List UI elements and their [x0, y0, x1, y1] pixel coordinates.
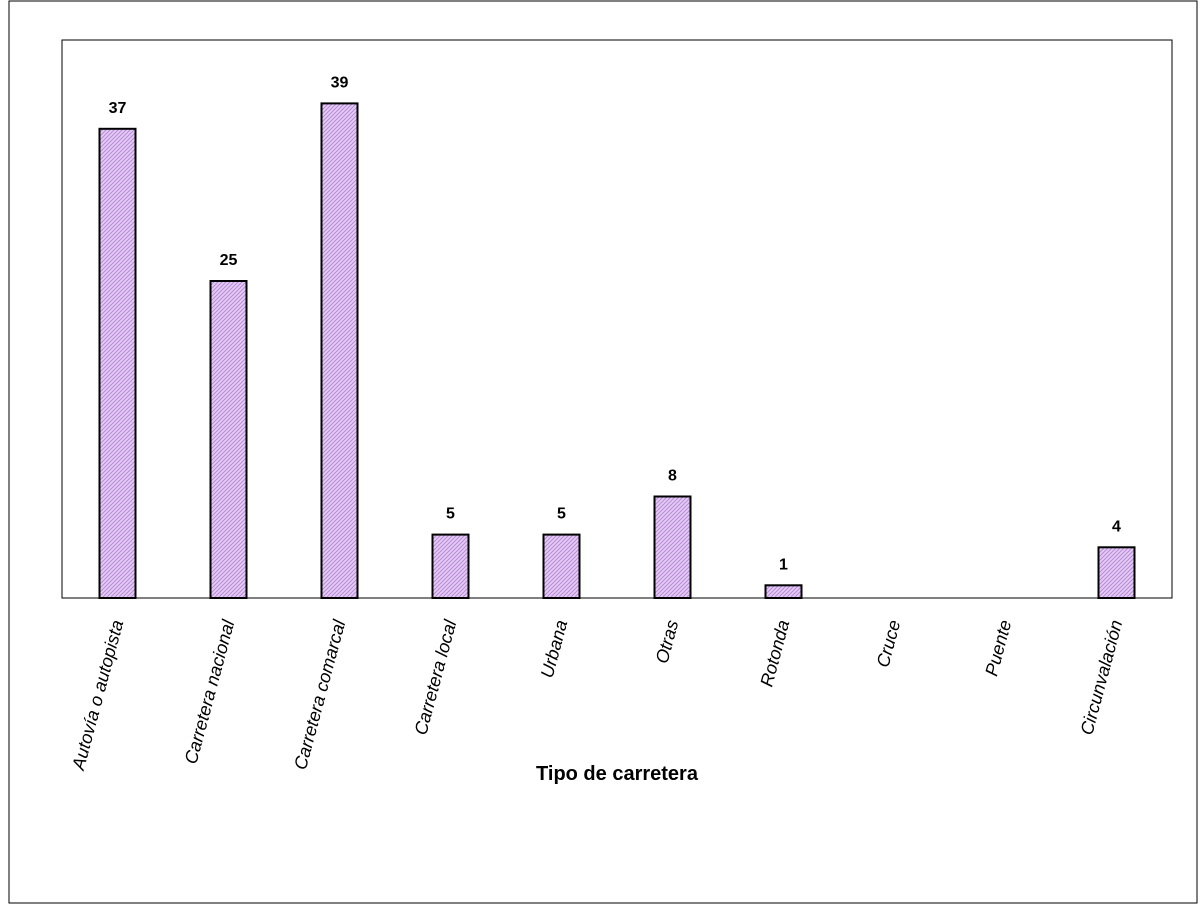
bar-value-label: 4: [1112, 518, 1121, 535]
bar-4: [431, 533, 470, 599]
bars-group: [98, 102, 1136, 600]
bar-value-label: 37: [109, 100, 127, 117]
bar-value-label: 1: [779, 556, 788, 573]
bar-10: [1097, 546, 1136, 599]
x-axis-title: Tipo de carretera: [536, 763, 699, 785]
bar-value-label: 5: [446, 506, 455, 523]
bar-6: [653, 495, 692, 599]
bar-5: [542, 533, 581, 599]
bar-2: [209, 280, 248, 599]
data-labels-group: 37 25 39 5 5 8 1 4: [109, 74, 1121, 573]
bar-3: [320, 102, 359, 600]
bar-value-label: 39: [331, 74, 349, 91]
bar-value-label: 5: [557, 506, 566, 523]
bar-value-label: 25: [220, 252, 238, 269]
bar-7: [764, 584, 803, 599]
bar-value-label: 8: [668, 468, 677, 485]
bar-1: [98, 127, 137, 600]
